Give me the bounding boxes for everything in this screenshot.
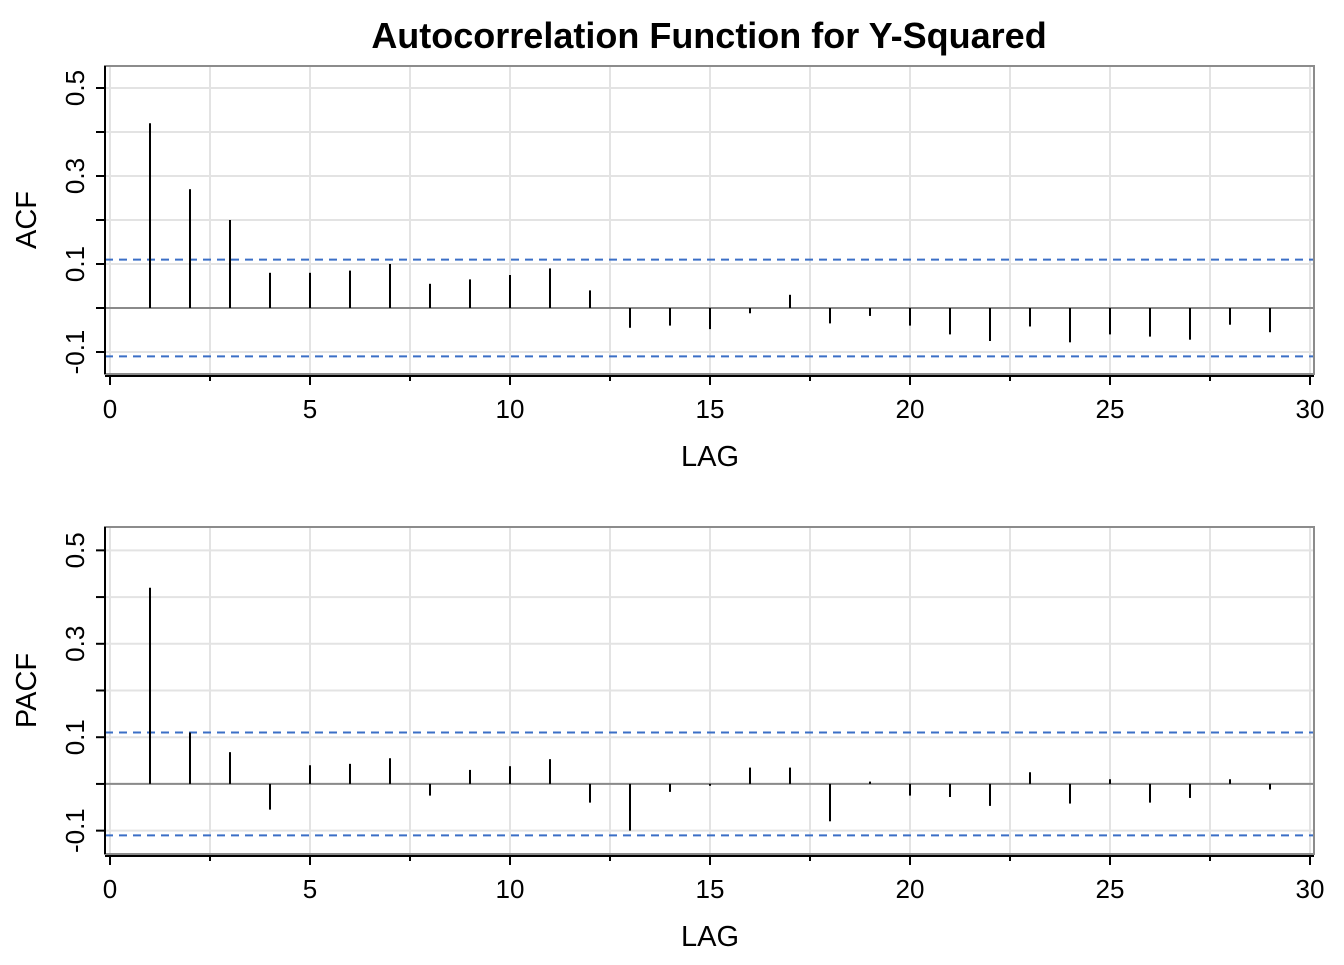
pacf-y-axis-title: PACF [11, 653, 43, 728]
pacf-x-tick-label: 20 [896, 874, 925, 904]
acf-y-tick-label: 0.5 [60, 70, 90, 106]
acf-x-tick-label: 30 [1296, 394, 1325, 424]
pacf-x-tick-label: 10 [496, 874, 525, 904]
acf-y-tick-label: -0.1 [60, 330, 90, 375]
acf-x-axis-title: LAG [681, 441, 739, 473]
acf-x-tick-label: 25 [1096, 394, 1125, 424]
pacf-x-tick-label: 5 [303, 874, 317, 904]
pacf-x-tick-label: 15 [696, 874, 725, 904]
pacf-y-tick-label: 0.3 [60, 626, 90, 662]
pacf-y-tick-label: -0.1 [60, 808, 90, 853]
acf-y-axis-title: ACF [11, 191, 43, 249]
pacf-x-tick-label: 30 [1296, 874, 1325, 904]
acf-x-tick-label: 5 [303, 394, 317, 424]
pacf-y-tick-label: 0.1 [60, 719, 90, 755]
acf-panel: 0 5 10 15 20 25 30 LAG -0.1 0.1 0.3 0.5 ACF [11, 65, 1325, 473]
acf-x-tick-label: 20 [896, 394, 925, 424]
pacf-x-tick-label: 0 [103, 874, 117, 904]
acf-y-tick-label: 0.1 [60, 246, 90, 282]
acf-y-tick-label: 0.3 [60, 158, 90, 194]
pacf-x-axis-title: LAG [681, 921, 739, 953]
acf-x-tick-label: 15 [696, 394, 725, 424]
acf-x-tick-label: 10 [496, 394, 525, 424]
pacf-x-tick-label: 25 [1096, 874, 1125, 904]
pacf-panel: 0 5 10 15 20 25 30 LAG -0.1 0.1 0.3 0.5 PACF [11, 526, 1325, 953]
acf-x-tick-label: 0 [103, 394, 117, 424]
chart-title: Autocorrelation Function for Y-Squared [371, 15, 1046, 56]
pacf-y-tick-label: 0.5 [60, 532, 90, 568]
chart-panels: 0 5 10 15 20 25 30 LAG -0.1 0.1 0.3 0.5 ACF 0 5 10 15 20 2… [11, 65, 1325, 953]
